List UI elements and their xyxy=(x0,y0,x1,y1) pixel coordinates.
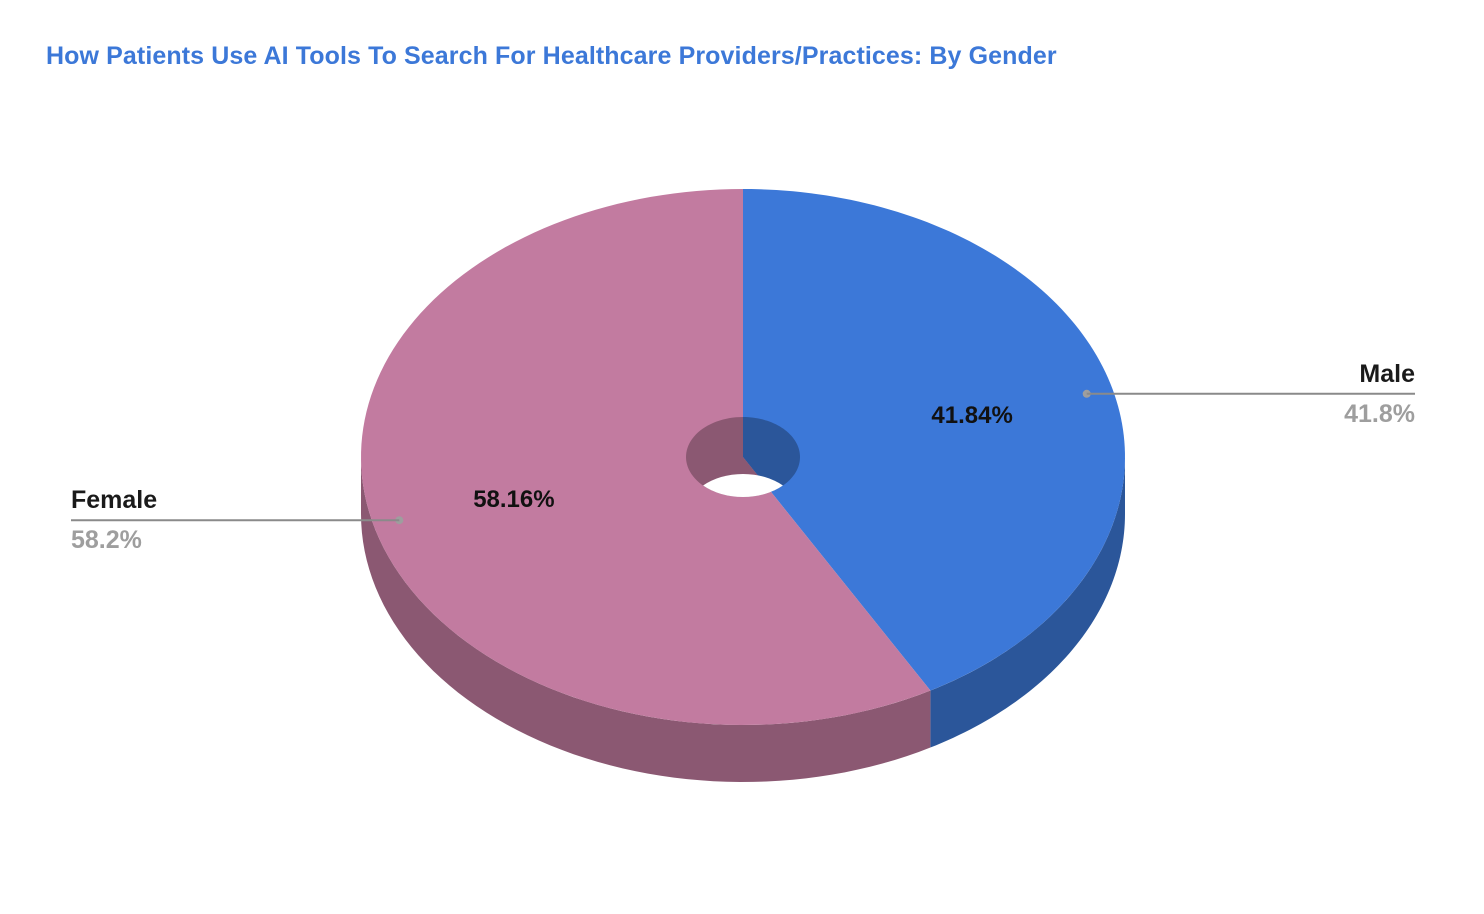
legend-name-male: Male xyxy=(1359,360,1415,388)
pie-top-layer xyxy=(361,189,1125,725)
pie-slice-female xyxy=(361,189,931,725)
chart-title: How Patients Use AI Tools To Search For … xyxy=(46,42,1057,70)
slice-label-female: 58.16% xyxy=(473,486,554,513)
legend-name-female: Female xyxy=(71,486,157,514)
slice-label-male: 41.84% xyxy=(931,402,1012,429)
pie-side-male xyxy=(930,457,1125,748)
legend-value-female: 58.2% xyxy=(71,526,142,554)
legend-value-male: 41.8% xyxy=(1344,400,1415,428)
pie-labels-layer: 41.84% 58.16% Male 41.8% Female 58.2% xyxy=(71,360,1415,554)
pie-slice-male xyxy=(743,189,1125,691)
pie-depth-layer xyxy=(361,457,1125,782)
pie-side-female xyxy=(361,457,931,782)
pie-hole-wall-male xyxy=(743,417,800,492)
